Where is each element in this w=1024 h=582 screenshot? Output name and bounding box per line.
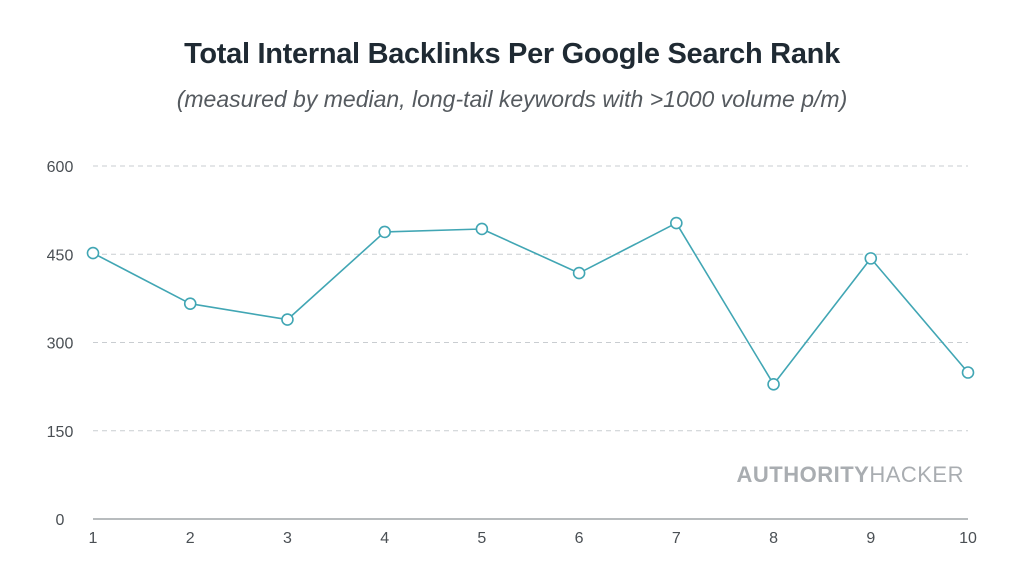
data-point: [183, 297, 197, 310]
x-axis-ticks: 1 2 3 4 5 6 7 8 9 10: [89, 530, 977, 547]
series-points: [86, 216, 975, 391]
x-tick-label: 3: [283, 530, 292, 547]
y-tick-label: 600: [47, 159, 74, 176]
logo-authority: AUTHORITY: [736, 462, 870, 487]
data-point: [378, 225, 391, 239]
x-tick-label: 9: [866, 530, 875, 547]
y-tick-label: 450: [47, 247, 74, 264]
data-point: [86, 246, 100, 260]
x-tick-label: 4: [380, 530, 389, 547]
y-tick-label: 150: [47, 424, 74, 441]
y-tick-label: 0: [56, 512, 65, 529]
data-point: [475, 222, 489, 236]
logo-hacker: HACKER: [869, 462, 964, 487]
data-point: [281, 313, 294, 326]
data-point: [572, 266, 586, 280]
x-tick-label: 6: [575, 530, 584, 547]
series-backlinks: [92, 222, 969, 386]
data-point: [864, 252, 878, 265]
data-point: [961, 366, 975, 379]
x-tick-label: 10: [959, 530, 977, 547]
series-line: [92, 222, 969, 386]
data-point: [767, 377, 780, 391]
chart-title: Total Internal Backlinks Per Google Sear…: [184, 38, 840, 70]
authority-hacker-logo: AUTHORITYHACKER: [736, 462, 964, 488]
chart-subtitle: (measured by median, long-tail keywords …: [176, 86, 848, 112]
x-tick-label: 5: [477, 530, 486, 547]
x-tick-label: 8: [769, 530, 778, 547]
x-tick-label: 1: [89, 530, 98, 547]
y-tick-label: 300: [47, 336, 74, 353]
x-tick-label: 7: [672, 530, 681, 547]
x-tick-label: 2: [186, 530, 195, 547]
data-point: [670, 216, 683, 230]
y-axis-ticks: 0 150 300 450 600: [47, 159, 74, 529]
gridlines: [93, 165, 968, 432]
